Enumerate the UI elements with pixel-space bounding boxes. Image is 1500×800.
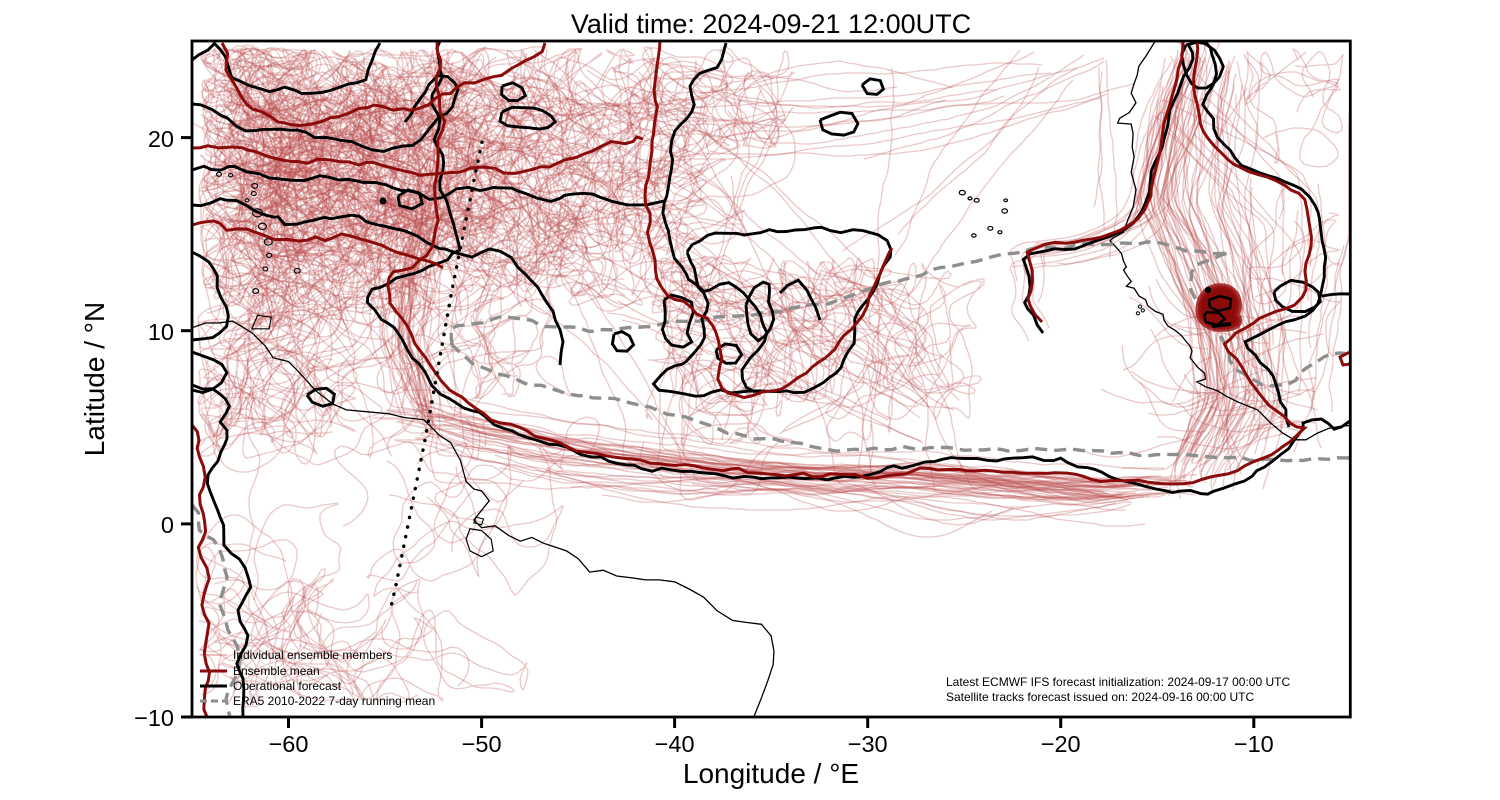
svg-text:−20: −20 — [1041, 731, 1081, 757]
svg-text:Satellite tracks forecast issu: Satellite tracks forecast issued on: 202… — [946, 690, 1254, 704]
svg-text:−40: −40 — [655, 731, 695, 757]
svg-text:Valid time: 2024-09-21 12:00UT: Valid time: 2024-09-21 12:00UTC — [571, 9, 971, 39]
svg-text:Operational forecast: Operational forecast — [233, 679, 342, 693]
svg-text:Latest ECMWF IFS forecast init: Latest ECMWF IFS forecast initialization… — [946, 675, 1290, 689]
svg-text:−60: −60 — [269, 731, 309, 757]
svg-text:−50: −50 — [462, 731, 502, 757]
svg-text:ERA5 2010-2022 7-day running m: ERA5 2010-2022 7-day running mean — [233, 694, 435, 708]
svg-text:−30: −30 — [848, 731, 888, 757]
svg-text:10: 10 — [148, 319, 174, 345]
svg-text:Ensemble mean: Ensemble mean — [233, 664, 320, 678]
svg-text:Longitude / °E: Longitude / °E — [683, 758, 859, 789]
svg-text:20: 20 — [148, 126, 174, 152]
svg-text:−10: −10 — [1234, 731, 1274, 757]
svg-text:−10: −10 — [134, 705, 174, 731]
svg-text:Latitude / °N: Latitude / °N — [79, 302, 110, 456]
svg-text:0: 0 — [161, 512, 174, 538]
svg-text:Individual ensemble members: Individual ensemble members — [233, 648, 392, 662]
